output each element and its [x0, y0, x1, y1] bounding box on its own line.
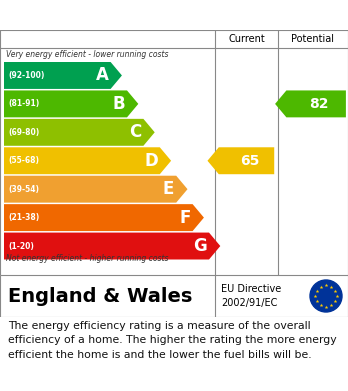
Text: (81-91): (81-91) [8, 99, 39, 108]
Polygon shape [207, 147, 274, 174]
Text: 82: 82 [309, 97, 329, 111]
Polygon shape [4, 176, 188, 203]
Text: (21-38): (21-38) [8, 213, 39, 222]
Circle shape [310, 280, 342, 312]
Text: Energy Efficiency Rating: Energy Efficiency Rating [63, 7, 285, 23]
Text: (39-54): (39-54) [8, 185, 39, 194]
Text: Potential: Potential [292, 34, 334, 44]
Polygon shape [4, 119, 155, 146]
Polygon shape [4, 233, 220, 260]
Polygon shape [4, 204, 204, 231]
Text: D: D [144, 152, 158, 170]
Polygon shape [4, 147, 171, 174]
Polygon shape [4, 90, 138, 117]
Polygon shape [275, 90, 346, 117]
Text: Very energy efficient - lower running costs: Very energy efficient - lower running co… [6, 50, 168, 59]
Text: EU Directive
2002/91/EC: EU Directive 2002/91/EC [221, 284, 281, 308]
Text: F: F [179, 209, 191, 227]
Text: B: B [112, 95, 125, 113]
Text: Not energy efficient - higher running costs: Not energy efficient - higher running co… [6, 254, 168, 263]
Text: G: G [193, 237, 207, 255]
Text: (1-20): (1-20) [8, 242, 34, 251]
Text: C: C [129, 123, 141, 141]
Text: 65: 65 [240, 154, 259, 168]
Text: Current: Current [228, 34, 265, 44]
Text: A: A [96, 66, 109, 84]
Text: The energy efficiency rating is a measure of the overall efficiency of a home. T: The energy efficiency rating is a measur… [8, 321, 337, 360]
Text: E: E [163, 180, 174, 198]
Text: England & Wales: England & Wales [8, 287, 192, 305]
Polygon shape [4, 62, 122, 89]
Text: (69-80): (69-80) [8, 128, 39, 137]
Text: (92-100): (92-100) [8, 71, 45, 80]
Text: (55-68): (55-68) [8, 156, 39, 165]
